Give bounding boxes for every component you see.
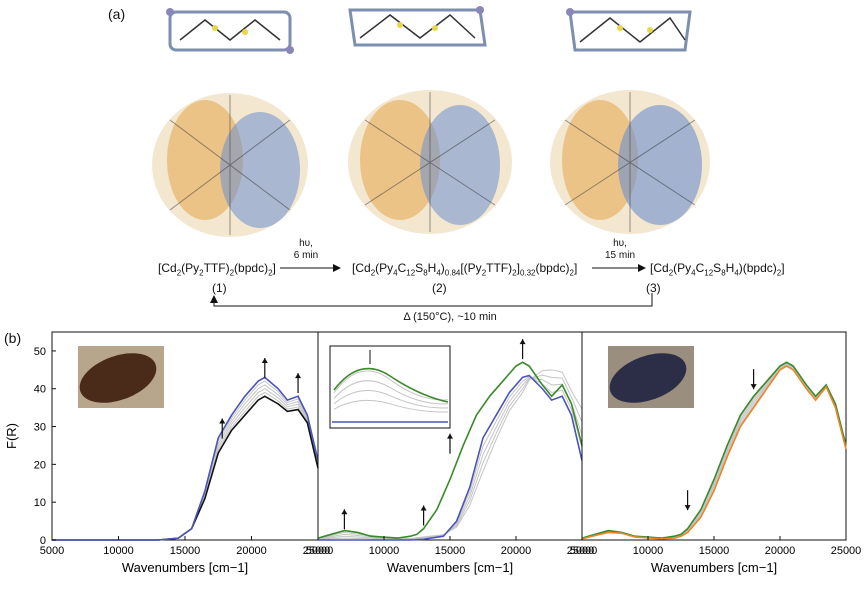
reverse-step-label: Δ (150°C), ~10 min [403, 311, 497, 323]
y-tick-label: 10 [34, 497, 46, 509]
compound-3-formula: [Cd2(Py4C12S8H4)(bpdc)2] [650, 261, 785, 278]
compound-3-number: (3) [646, 281, 661, 295]
x-tick-label: 15000 [170, 545, 201, 557]
trend-arrow-head [219, 418, 226, 424]
y-axis-label: F(R) [4, 423, 19, 449]
spectrum-panel-3: 5000 10000 15000 20000 25000 Wavenumbers [cm−… [570, 331, 862, 575]
crystal-photo-inset [608, 346, 694, 408]
spectrum-panel-2: 5000 10000 15000 20000 25000 Wavenumbers [cm−… [306, 331, 598, 575]
series-line-blue [52, 376, 319, 541]
y-tick-label: 50 [34, 346, 46, 358]
x-tick-label: 5000 [306, 545, 330, 557]
zoom-inset [329, 345, 451, 429]
trend-arrow-head [420, 505, 427, 511]
y-tick-label: 30 [34, 422, 46, 434]
step-2-label: hυ, 15 min [604, 238, 635, 261]
framework-structure-2 [348, 90, 512, 234]
compound-1-formula: [Cd2(Py2TTF)2(bpdc)2] [158, 261, 276, 278]
x-tick-label: 5000 [570, 545, 594, 557]
x-tick-label: 25000 [831, 545, 862, 557]
reverse-arrow [210, 293, 653, 307]
intermediate-curve [52, 388, 319, 541]
ligand-structure-2 [348, 6, 487, 47]
panel-a-label: (a) [108, 6, 126, 22]
trend-arrow-head [750, 384, 757, 390]
x-tick-label: 20000 [236, 545, 267, 557]
crystal-photo-inset [78, 346, 164, 408]
panel-b-label: (b) [4, 330, 22, 346]
x-tick-label: 25000 [303, 545, 334, 557]
x-tick-label: 15000 [435, 545, 466, 557]
framework-structure-1 [152, 93, 308, 237]
reaction-arrows [210, 264, 653, 307]
y-tick-label: 0 [40, 535, 46, 547]
x-axis-label: Wavenumbers [cm−1] [387, 560, 513, 575]
y-tick-label: 40 [34, 384, 46, 396]
ligand-structure-1 [166, 8, 294, 54]
series-line-black [52, 395, 319, 541]
x-tick-label: 10000 [633, 545, 664, 557]
trend-arrow-head [261, 358, 268, 364]
intermediate-curve [317, 374, 583, 540]
x-tick-label: 10000 [103, 545, 134, 557]
step-1-label: hυ, 6 min [293, 238, 319, 261]
x-tick-label: 5000 [40, 545, 64, 557]
x-tick-label: 25000 [567, 545, 598, 557]
x-axis-label: Wavenumbers [cm−1] [651, 560, 777, 575]
trend-arrow-head [295, 373, 302, 379]
compound-2-number: (2) [432, 281, 447, 295]
compound-1-number: (1) [212, 281, 227, 295]
intermediate-curve [52, 391, 319, 541]
series-line-blue [318, 374, 583, 541]
trend-arrow-head [684, 505, 691, 511]
crystal-structures-figure [152, 6, 710, 237]
x-tick-label: 15000 [699, 545, 730, 557]
series-line-orange [581, 365, 847, 540]
ligand-structure-3 [566, 8, 692, 52]
spectra-chart: 5000 10000 15000 20000 25000 Wavenumbers [cm−… [4, 331, 862, 575]
intermediate-curve [317, 377, 583, 540]
trend-arrow-head [341, 509, 348, 515]
x-axis-label: Wavenumbers [cm−1] [122, 560, 248, 575]
spectrum-panel-1: 5000 10000 15000 20000 25000 Wavenumbers [cm−… [4, 331, 334, 575]
x-tick-label: 20000 [765, 545, 796, 557]
trend-arrow-head [447, 433, 453, 439]
trend-arrow-head [519, 339, 526, 345]
x-tick-label: 20000 [501, 545, 532, 557]
x-tick-label: 10000 [369, 545, 400, 557]
compound-2-formula: [Cd2(Py4C12S8H4)0.84[(Py2TTF)2]0.32(bpdc… [352, 261, 578, 278]
intermediate-curve [317, 376, 583, 541]
y-tick-label: 20 [34, 459, 46, 471]
intermediate-curve [52, 384, 319, 541]
series-line-green [317, 361, 583, 539]
framework-structure-3 [550, 90, 710, 234]
